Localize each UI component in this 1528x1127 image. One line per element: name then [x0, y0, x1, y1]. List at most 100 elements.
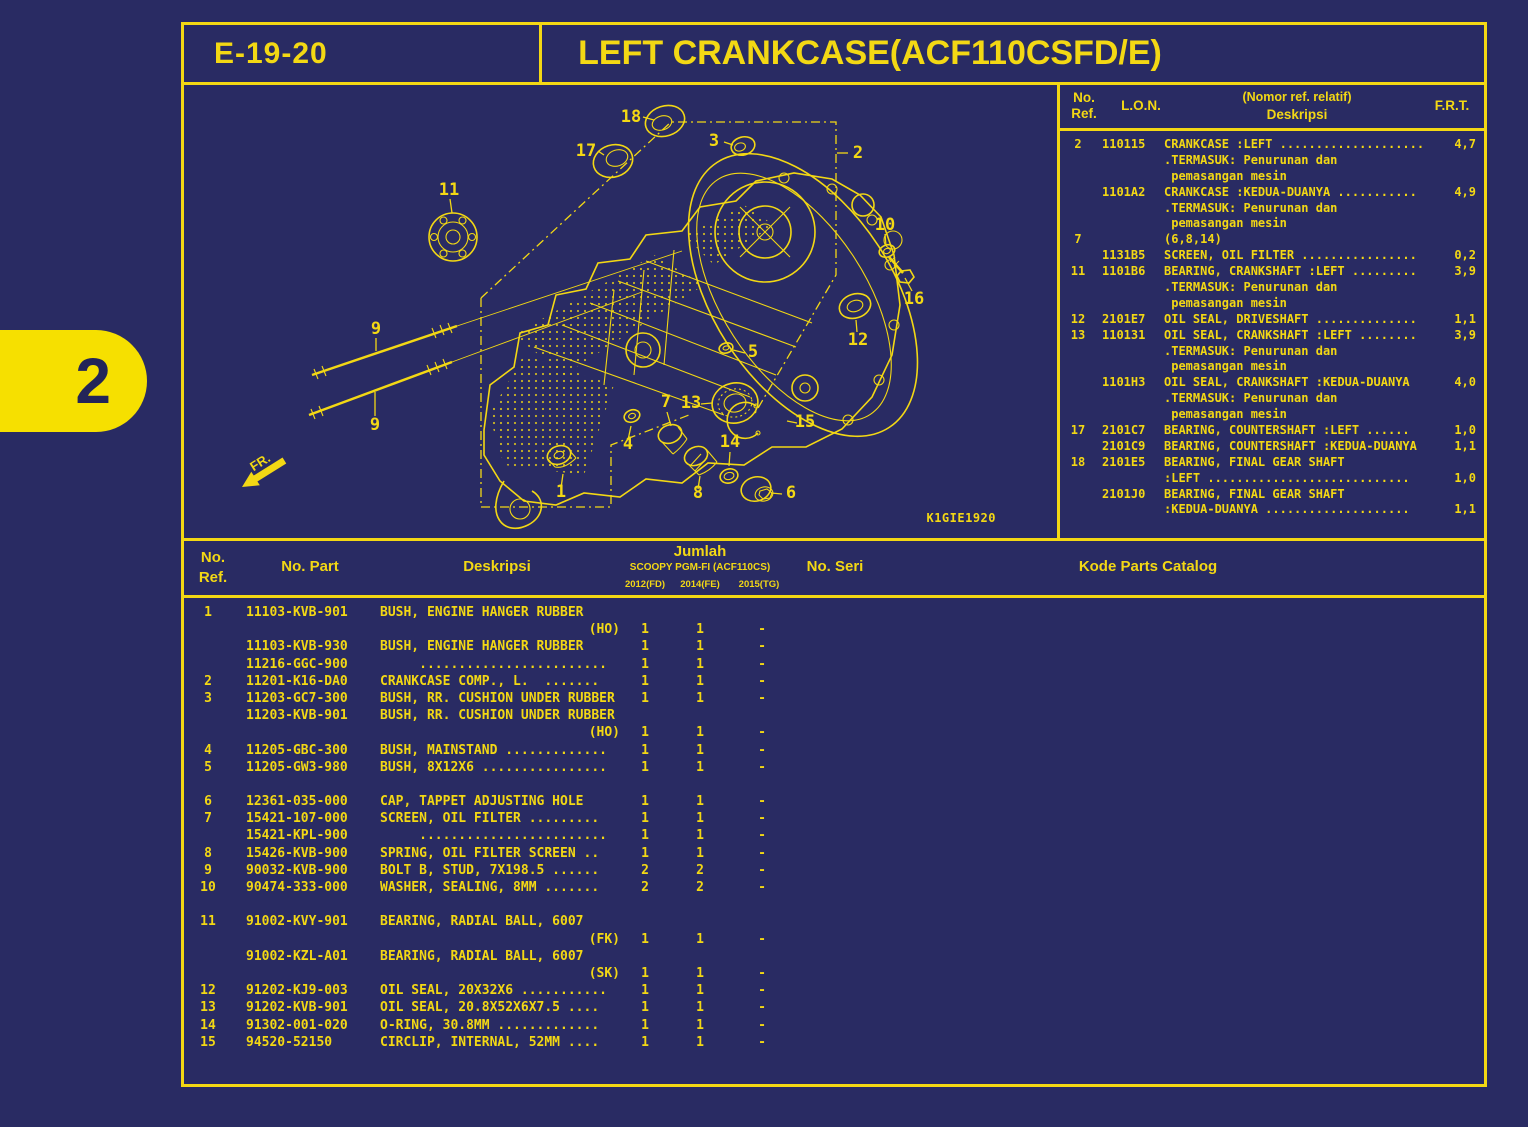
callout-6: 6	[786, 483, 796, 503]
part-description: (HO)	[588, 725, 620, 741]
part-14-o-ring	[719, 468, 739, 484]
qty-2012	[620, 914, 670, 931]
qty-2015: -	[758, 1000, 766, 1016]
part-number: 15421-KPL-900	[246, 828, 348, 844]
leader-lines	[374, 116, 913, 495]
part-ref-no: 7	[204, 811, 212, 827]
figure-code: K1GIE1920	[926, 511, 996, 525]
parts-col-no-part: No. Part	[281, 558, 339, 575]
parts-table-row: 4 11205-GBC-300 BUSH, MAINSTAND ........…	[184, 743, 1484, 760]
qty-2012: 1	[641, 983, 649, 999]
parts-table-row: 10 90474-333-000 WASHER, SEALING, 8MM ..…	[184, 880, 1484, 897]
part-number	[232, 622, 380, 639]
qty-2015	[730, 708, 794, 725]
ref-frt-value: 4,7	[1454, 137, 1476, 151]
part-number	[232, 932, 380, 949]
parts-table-row: 11103-KVB-930 BUSH, ENGINE HANGER RUBBER…	[184, 639, 1484, 656]
ref-no: 7	[1074, 232, 1082, 247]
part-ref-no	[184, 725, 232, 742]
ref-no	[1060, 407, 1096, 423]
part-10-washer	[878, 243, 896, 259]
part-8-spring	[683, 445, 718, 476]
lon-code: 2101E7	[1102, 311, 1146, 326]
qty-2014: 1	[696, 1017, 704, 1033]
part-description: BUSH, ENGINE HANGER RUBBER	[380, 605, 584, 620]
qty-2015: -	[758, 828, 766, 844]
parts-table-body: 1 11103-KVB-901 BUSH, ENGINE HANGER RUBB…	[184, 598, 1484, 1052]
ref-description: pemasangan mesin	[1164, 216, 1287, 231]
ref-frt-value	[1438, 169, 1484, 185]
lon-code: 110131	[1102, 327, 1146, 342]
part-ref-no	[184, 708, 232, 725]
parts-table-row: 91002-KZL-A01 BEARING, RADIAL BALL, 6007	[184, 949, 1484, 966]
part-description: BUSH, ENGINE HANGER RUBBER	[380, 639, 584, 655]
part-number: 91202-KVB-901	[246, 1000, 348, 1016]
callout-1: 1	[556, 482, 566, 502]
ref-no	[1060, 391, 1096, 407]
ref-no	[1060, 375, 1096, 391]
ref-no	[1060, 344, 1096, 360]
ref-no	[1060, 216, 1096, 232]
qty-2015: -	[758, 622, 766, 638]
part-number: 11216-GGC-900	[246, 656, 348, 672]
part-7-oil-screen	[657, 423, 688, 455]
qty-2014: 1	[696, 725, 704, 741]
reference-table-row: :LEFT ............................ 1,0	[1060, 471, 1484, 487]
ref-no	[1060, 296, 1096, 312]
part-description: BUSH, RR. CUSHION UNDER RUBBER	[380, 708, 615, 724]
qty-2015: -	[758, 845, 766, 861]
part-ref-no	[184, 639, 232, 656]
ref-no	[1060, 280, 1096, 296]
ref-frt-value: 1,1	[1454, 438, 1476, 453]
ref-frt-value	[1438, 153, 1484, 169]
qty-2015: -	[758, 794, 766, 810]
page-header: E-19-20 LEFT CRANKCASE(ACF110CSFD/E)	[184, 25, 1484, 85]
parts-table-row: (HO) 1 1 -	[184, 725, 1484, 742]
qty-2014: 1	[696, 983, 704, 999]
lon-code	[1096, 216, 1164, 232]
qty-2014: 1	[696, 828, 704, 844]
ref-frt-value	[1438, 201, 1484, 217]
parts-col-no-seri: No. Seri	[806, 558, 864, 575]
crankcase-diagram-svg: 18 17 3 2 11 10 16 12 9 9 5 7 13 15 4 14…	[242, 104, 996, 530]
qty-2014: 1	[696, 811, 704, 827]
part-number: 91302-001-020	[246, 1017, 348, 1033]
part-number	[232, 725, 380, 742]
deskripsi-col-header: (Nomor ref. relatif) Deskripsi	[1242, 90, 1352, 122]
parts-col-deskripsi: Deskripsi	[463, 558, 531, 575]
part-ref-no	[184, 828, 232, 845]
part-number: 90032-KVB-900	[246, 862, 348, 878]
lon-code	[1096, 391, 1164, 407]
lon-code: 110115	[1102, 137, 1146, 151]
callout-17: 17	[576, 141, 596, 161]
reference-table-row: .TERMASUK: Penurunan dan	[1060, 344, 1484, 360]
qty-2014: 1	[696, 931, 704, 947]
part-number: 11201-K16-DA0	[246, 673, 348, 689]
ref-no: 17	[1070, 423, 1086, 438]
ref-no: 11	[1070, 264, 1086, 279]
part-1-bush	[546, 444, 577, 468]
reference-table-row: 7 (6,8,14)	[1060, 232, 1484, 248]
part-ref-no: 4	[204, 742, 212, 758]
part-number: 90474-333-000	[246, 880, 348, 895]
ref-no: 2	[1074, 137, 1082, 151]
parts-table-row: 7 15421-107-000 SCREEN, OIL FILTER .....…	[184, 811, 1484, 828]
part-number: 91002-KVY-901	[246, 914, 348, 930]
part-number: 91202-KJ9-003	[246, 983, 348, 999]
ref-description: OIL SEAL, DRIVESHAFT ..............	[1164, 311, 1417, 326]
ref-frt-value: 3,9	[1454, 327, 1476, 342]
ref-no	[1060, 439, 1096, 455]
reference-table-row: 2101C9 BEARING, COUNTERSHAFT :KEDUA-DUAN…	[1060, 439, 1484, 455]
parts-table-row: 11216-GGC-900 ........................ 1…	[184, 657, 1484, 674]
qty-2012: 2	[641, 880, 649, 895]
part-ref-no: 2	[204, 673, 212, 689]
qty-2014: 1	[696, 742, 704, 758]
callout-9a: 9	[371, 319, 381, 339]
lon-col-header: L.O.N.	[1121, 98, 1161, 113]
qty-2014: 1	[696, 639, 704, 655]
ref-no	[1060, 248, 1096, 264]
catalog-frame: E-19-20 LEFT CRANKCASE(ACF110CSFD/E)	[181, 22, 1487, 1087]
section-tab-2[interactable]: 2	[0, 330, 147, 432]
reference-table-row: .TERMASUK: Penurunan dan	[1060, 201, 1484, 217]
qty-2015: -	[758, 983, 766, 999]
